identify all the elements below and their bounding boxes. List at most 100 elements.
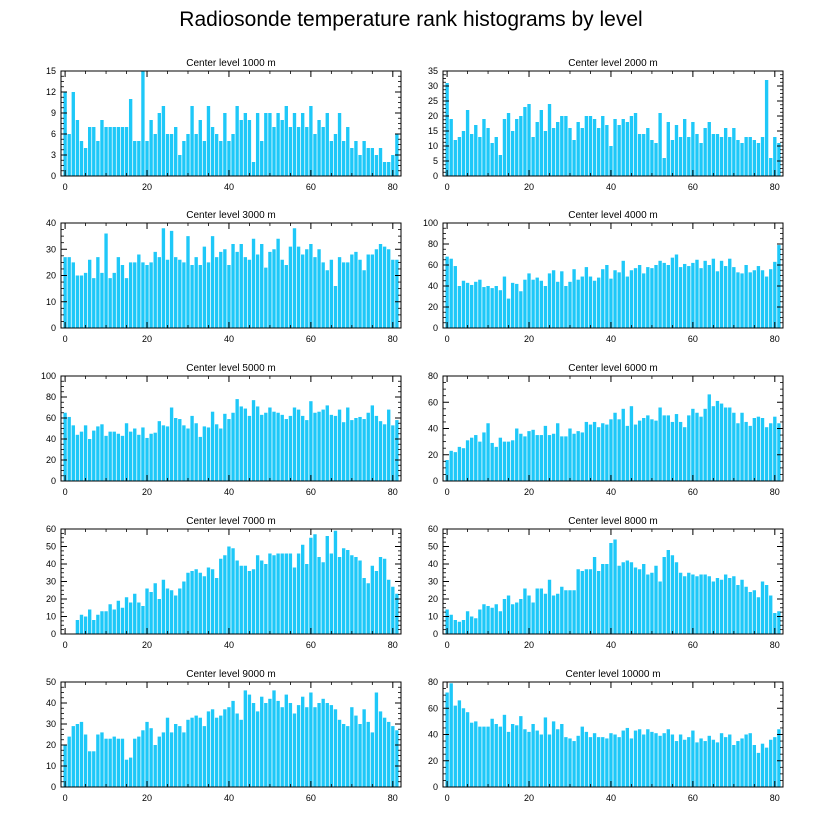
bar — [292, 407, 297, 481]
bar — [341, 141, 346, 176]
x-tick-label: 80 — [770, 640, 780, 650]
bar — [642, 273, 646, 328]
bar — [272, 411, 276, 481]
bar — [723, 574, 728, 634]
x-tick-label: 60 — [688, 793, 698, 803]
x-tick-label: 0 — [63, 487, 68, 497]
bar — [568, 428, 572, 481]
plot-frame — [442, 528, 784, 635]
bar — [67, 257, 71, 329]
bar — [227, 419, 231, 481]
x-tick-label: 0 — [63, 334, 68, 344]
bar — [625, 122, 630, 176]
y-tick-label: 25 — [428, 96, 438, 106]
bar — [687, 266, 691, 328]
bar — [715, 400, 720, 481]
y-tick-label: 40 — [428, 281, 438, 291]
bar — [370, 732, 375, 787]
bar — [601, 269, 605, 328]
x-tick-label: 20 — [142, 640, 152, 650]
y-tick-label: 20 — [46, 594, 56, 604]
bar — [128, 99, 133, 176]
bar — [288, 703, 293, 787]
bar — [715, 134, 720, 176]
bar — [506, 298, 511, 328]
bar — [695, 259, 699, 328]
bar — [707, 735, 711, 787]
bar — [707, 265, 711, 328]
bar — [391, 425, 395, 481]
bar — [560, 116, 564, 176]
bar — [769, 158, 773, 176]
bar — [354, 557, 358, 634]
bar — [494, 286, 498, 328]
bar — [124, 759, 129, 787]
y-tick-label: 50 — [46, 677, 56, 687]
x-tick-label: 60 — [306, 640, 316, 650]
x-tick-label: 20 — [524, 487, 534, 497]
bar — [519, 716, 523, 788]
bar — [374, 415, 379, 481]
bar — [650, 268, 654, 328]
bar — [251, 569, 256, 634]
bar — [601, 116, 605, 176]
bar — [457, 137, 462, 176]
bar — [449, 119, 453, 176]
x-tick-label: 40 — [606, 640, 616, 650]
bar — [382, 162, 387, 176]
bar — [728, 407, 732, 481]
bar — [510, 131, 515, 176]
bar — [120, 607, 125, 634]
bar — [457, 446, 462, 482]
bar — [301, 113, 305, 176]
bar — [317, 249, 321, 328]
bar — [214, 717, 219, 787]
bar — [214, 424, 219, 481]
bar — [728, 137, 732, 176]
bar — [190, 106, 194, 176]
bar — [194, 423, 198, 481]
bar — [329, 414, 334, 481]
y-tick-label: 40 — [428, 559, 438, 569]
bar — [711, 258, 716, 328]
bar — [223, 113, 227, 176]
bar — [296, 705, 301, 787]
bar — [543, 717, 548, 787]
bar — [658, 735, 662, 787]
bar — [474, 435, 478, 481]
x-tick-label: 20 — [524, 182, 534, 192]
bar — [219, 251, 223, 329]
bar — [231, 548, 235, 634]
bar — [687, 137, 691, 176]
bar — [112, 736, 116, 787]
bar — [478, 279, 482, 328]
bar — [703, 408, 707, 481]
bar — [527, 731, 531, 788]
bar — [174, 724, 178, 787]
bar — [366, 254, 370, 328]
panel-5: Center level 5000 m 0 20 40 60 80 0 20 40 60 80 100 — [41, 363, 402, 497]
bar — [482, 119, 486, 176]
bar — [391, 586, 395, 634]
y-tick-label: 100 — [41, 371, 56, 381]
bar — [169, 732, 174, 787]
bar — [194, 569, 198, 634]
bar — [490, 607, 494, 634]
x-tick-label: 20 — [524, 793, 534, 803]
bar — [227, 707, 231, 787]
bar — [210, 411, 215, 481]
bar — [309, 106, 313, 176]
bar — [157, 736, 161, 787]
plot-frame — [442, 375, 784, 482]
bar — [346, 127, 350, 176]
bar — [633, 113, 638, 176]
panel-title: Center level 2000 m — [568, 58, 658, 69]
x-tick-label: 40 — [606, 793, 616, 803]
bar — [769, 595, 773, 634]
bar — [543, 425, 548, 482]
bar — [662, 262, 666, 328]
bar — [576, 431, 580, 482]
bar — [474, 618, 478, 634]
bar — [633, 268, 638, 328]
bar — [202, 141, 207, 176]
